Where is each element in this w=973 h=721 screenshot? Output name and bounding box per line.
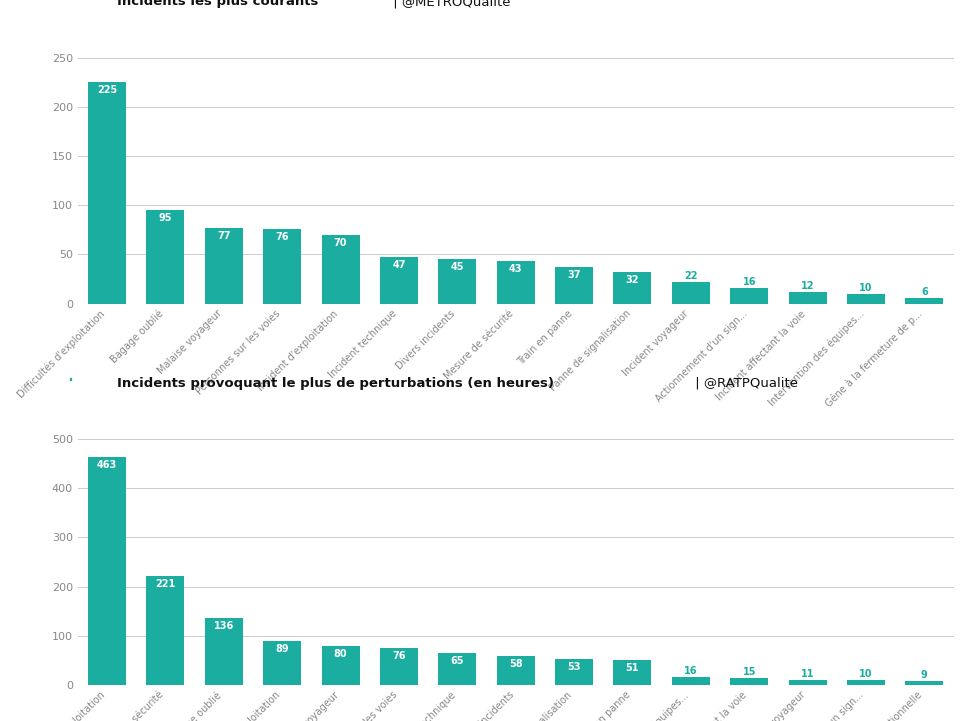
Bar	[613, 660, 652, 685]
Text: 463: 463	[97, 460, 117, 470]
Text: 12: 12	[801, 281, 814, 291]
Text: 22: 22	[684, 271, 698, 281]
Bar	[263, 641, 302, 685]
Text: 10: 10	[859, 669, 873, 679]
Text: 15: 15	[742, 667, 756, 676]
Bar	[321, 235, 360, 304]
Bar	[379, 647, 418, 685]
Bar	[555, 659, 594, 685]
Bar	[88, 457, 126, 685]
Legend: 	[70, 378, 72, 379]
Bar	[438, 260, 477, 304]
Text: 95: 95	[159, 213, 172, 223]
Text: 16: 16	[684, 666, 698, 676]
Text: 80: 80	[334, 649, 347, 658]
Bar	[204, 228, 243, 304]
Text: 221: 221	[156, 579, 175, 589]
Text: 32: 32	[626, 275, 639, 285]
Text: 51: 51	[626, 663, 639, 673]
Bar	[204, 618, 243, 685]
Bar	[788, 292, 827, 304]
Text: 76: 76	[275, 232, 289, 242]
Text: 136: 136	[214, 621, 234, 631]
Text: 53: 53	[567, 662, 581, 672]
Bar	[730, 288, 769, 304]
Bar	[788, 679, 827, 685]
Bar	[146, 576, 185, 685]
Text: 65: 65	[450, 656, 464, 666]
Text: 11: 11	[801, 668, 814, 678]
Text: 43: 43	[509, 265, 523, 274]
Bar	[263, 229, 302, 304]
Bar	[905, 681, 944, 685]
Bar	[905, 298, 944, 304]
Bar	[146, 211, 185, 304]
Text: 225: 225	[97, 85, 117, 95]
Bar	[671, 677, 710, 685]
Text: 76: 76	[392, 650, 406, 660]
Bar	[613, 273, 652, 304]
Text: Incidents provoquant le plus de perturbations (en heures): Incidents provoquant le plus de perturba…	[117, 377, 555, 390]
Text: 10: 10	[859, 283, 873, 293]
Bar	[730, 678, 769, 685]
Text: Incidents les plus courants: Incidents les plus courants	[117, 0, 318, 9]
Text: | @RATPQualite: | @RATPQualite	[691, 377, 798, 390]
Text: 45: 45	[450, 262, 464, 273]
Text: 9: 9	[921, 670, 927, 679]
Bar	[438, 653, 477, 685]
Bar	[321, 645, 360, 685]
Bar	[379, 257, 418, 304]
Bar	[496, 656, 535, 685]
Text: 70: 70	[334, 238, 347, 248]
Text: 89: 89	[275, 644, 289, 654]
Bar	[847, 294, 885, 304]
Text: 37: 37	[567, 270, 581, 280]
Bar	[671, 282, 710, 304]
Bar	[496, 261, 535, 304]
Text: 16: 16	[742, 277, 756, 287]
Text: 58: 58	[509, 660, 523, 669]
Text: 6: 6	[921, 287, 927, 297]
Bar	[88, 82, 126, 304]
Bar	[555, 267, 594, 304]
Text: 77: 77	[217, 231, 231, 241]
Text: | @METROQualite: | @METROQualite	[389, 0, 511, 9]
Text: 47: 47	[392, 260, 406, 270]
Bar	[847, 680, 885, 685]
